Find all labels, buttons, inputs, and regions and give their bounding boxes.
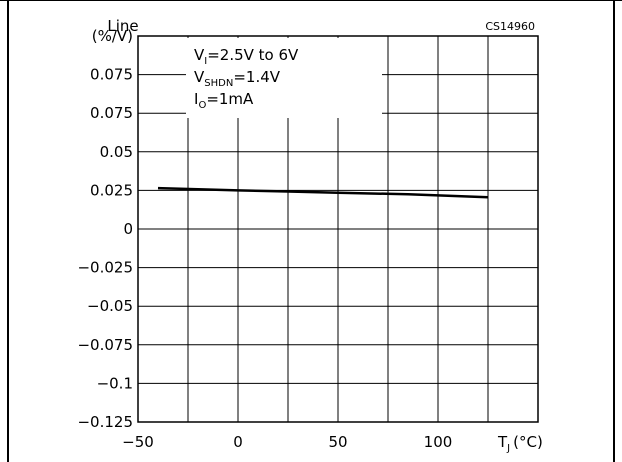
y-tick-label: −0.075: [77, 336, 133, 354]
plot-area: [137, 35, 539, 423]
y-tick-label: −0.1: [97, 374, 133, 392]
y-tick-label: 0.05: [100, 143, 133, 161]
y-tick-label: 0.075: [90, 66, 133, 84]
y-tick-label: 0.075: [90, 104, 133, 122]
y-tick-label: −0.05: [87, 297, 133, 315]
condition-3: IO=1mA: [194, 90, 254, 111]
x-axis-title: TJ (°C): [497, 433, 543, 454]
series-line: [157, 186, 489, 199]
x-tick-label: −50: [122, 433, 154, 451]
condition-2: VSHDN=1.4V: [194, 68, 281, 89]
y-tick-label: 0: [123, 220, 133, 238]
x-tick-label: 50: [328, 433, 347, 451]
y-axis-title: Line: [107, 17, 138, 35]
y-tick-label: 0.025: [90, 181, 133, 199]
y-tick-label: −0.125: [77, 413, 133, 431]
conditions-box: [186, 38, 382, 118]
y-tick-labels: (%/V) 0.075 0.075 0.05 0.025 0 −0.025 −0.05 −0.0…: [77, 27, 133, 431]
y-tick-label: (%/V): [92, 27, 133, 45]
x-tick-label: 0: [233, 433, 243, 451]
x-tick-label: 100: [424, 433, 453, 451]
y-tick-label: −0.025: [77, 259, 133, 277]
condition-1: VI=2.5V to 6V: [194, 46, 299, 67]
x-tick-labels: −50 0 50 100: [122, 433, 452, 451]
figure-code: CS14960: [485, 20, 535, 33]
series-layer: [157, 186, 489, 199]
